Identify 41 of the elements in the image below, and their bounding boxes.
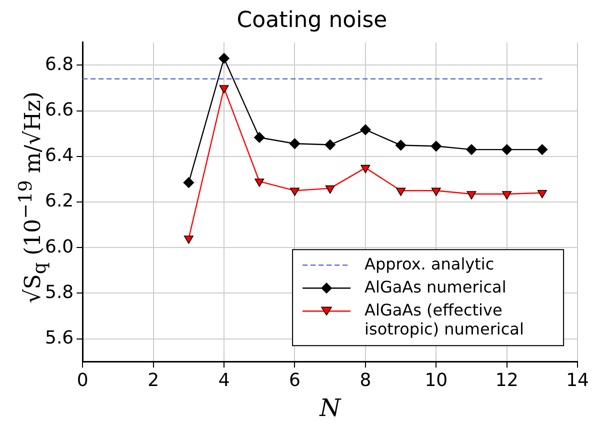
point (289, 138, 300, 150)
point (501, 144, 512, 155)
point (254, 132, 265, 143)
point (324, 139, 336, 150)
y-tick-label: 6.4 (44, 145, 74, 166)
point (536, 144, 548, 155)
point (184, 236, 194, 244)
point (537, 190, 547, 198)
point (290, 188, 300, 196)
y-tick-label: 6.0 (44, 236, 74, 258)
x-tick-label: 4 (218, 370, 230, 392)
y-tick-label: 6.2 (44, 190, 74, 212)
y-tick-label: 6.6 (44, 99, 74, 120)
legend-label: Approx. analytic (364, 254, 494, 274)
x-axis-title: N (318, 394, 342, 422)
legend-label: AlGaAs numerical (364, 277, 506, 296)
chart-title: Coating noise (236, 8, 388, 33)
point (502, 191, 512, 200)
y-tick-label: 6.8 (44, 54, 74, 75)
y-tick-label: 5.6 (44, 327, 74, 348)
point (183, 177, 194, 188)
point (430, 140, 442, 152)
x-tick-label: 14 (566, 370, 589, 392)
legend-label: AlGaAs (effective isotropic) numerical (364, 300, 524, 338)
x-tick-label: 2 (148, 370, 160, 392)
x-tick-label: 8 (360, 370, 372, 392)
point (466, 144, 477, 155)
point (360, 164, 370, 174)
point (254, 178, 264, 187)
point (466, 191, 476, 200)
point (396, 188, 406, 196)
x-tick-label: 10 (424, 370, 448, 392)
point (360, 124, 371, 136)
x-tick-label: 0 (76, 370, 88, 392)
y-tick-label: 5.8 (44, 282, 74, 303)
point (395, 140, 406, 151)
x-tick-label: 6 (289, 370, 300, 392)
point (325, 185, 335, 194)
point (431, 188, 441, 196)
point (218, 52, 230, 64)
x-tick-label: 12 (495, 370, 518, 392)
